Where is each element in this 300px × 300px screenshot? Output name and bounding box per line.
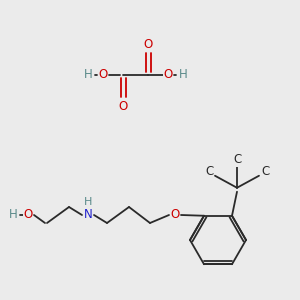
Text: C: C (261, 165, 269, 178)
Text: O: O (23, 208, 33, 221)
Text: C: C (205, 165, 213, 178)
Text: O: O (143, 38, 153, 50)
Text: H: H (84, 197, 92, 207)
Text: O: O (98, 68, 108, 82)
Text: H: H (84, 68, 92, 82)
Text: O: O (170, 208, 180, 221)
Text: H: H (9, 208, 17, 221)
Text: C: C (233, 153, 241, 166)
Text: O: O (164, 68, 172, 82)
Text: H: H (178, 68, 188, 82)
Text: N: N (84, 208, 92, 221)
Text: O: O (118, 100, 127, 112)
